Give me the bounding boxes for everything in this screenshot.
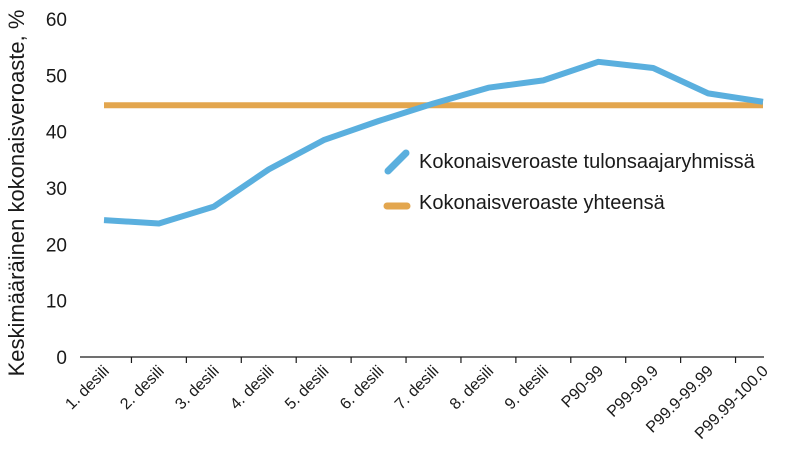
y-axis-title-group: Keskimääräinen kokonaisveroaste, %: [4, 10, 29, 377]
y-tick-label-60: 60: [46, 10, 67, 31]
y-axis-title: Keskimääräinen kokonaisveroaste, %: [4, 10, 29, 377]
y-tick-label-30: 30: [46, 179, 67, 200]
x-axis-ticks: 1. desili 2. desili 3. desili 4. desili 5. d…: [62, 357, 772, 443]
legend: Kokonaisveroaste tulonsaajaryhmissä Koko…: [383, 149, 756, 214]
series-group: [103, 58, 764, 227]
x-tick-label: 3. desili: [172, 363, 222, 413]
x-tick-label: 5. desili: [282, 363, 332, 413]
y-tick-label-40: 40: [46, 123, 67, 144]
x-tick-label: 9. desili: [502, 363, 552, 413]
x-tick-label: 8. desili: [447, 363, 497, 413]
legend-label-total-rate: Kokonaisveroaste yhteensä: [419, 192, 666, 214]
legend-label-group-rates: Kokonaisveroaste tulonsaajaryhmissä: [419, 151, 756, 173]
x-tick-label: 7. desili: [392, 363, 442, 413]
x-tick-label: 2. desili: [117, 363, 167, 413]
x-tick-label: 4. desili: [227, 363, 277, 413]
y-tick-label-0: 0: [56, 348, 67, 369]
x-tick-label: 6. desili: [337, 363, 387, 413]
y-axis-ticks: 0 10 20 30 40 50 60: [46, 10, 67, 369]
series-line-group-rates: [103, 58, 764, 227]
y-tick-label-10: 10: [46, 292, 67, 313]
x-tick-label: P99-99.9: [604, 363, 662, 421]
y-tick-label-20: 20: [46, 235, 67, 256]
legend-swatch-group-rates: [384, 149, 410, 175]
x-tick-label: P90-99: [559, 363, 608, 412]
x-tick-label: 1. desili: [62, 363, 112, 413]
y-tick-label-50: 50: [46, 66, 67, 87]
